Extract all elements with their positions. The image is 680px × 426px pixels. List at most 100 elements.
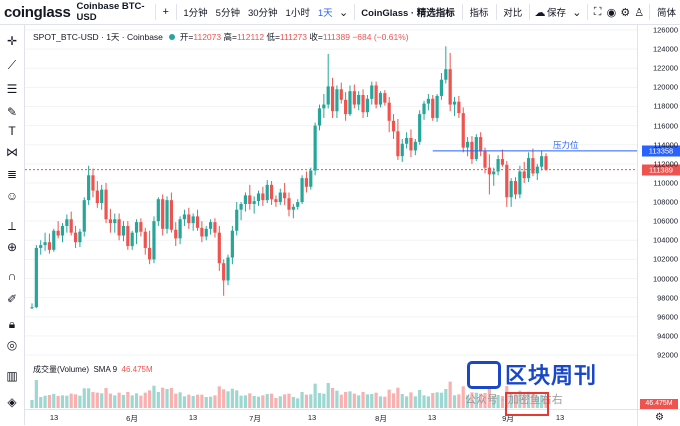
interval-5m[interactable]: 5分钟	[215, 8, 240, 19]
volume-bar	[378, 396, 383, 408]
candle-body	[531, 158, 535, 174]
volume-bar	[47, 395, 52, 408]
candle-body	[335, 89, 339, 112]
volume-bar	[43, 395, 47, 408]
candle-body	[444, 69, 448, 80]
candle-body	[296, 202, 300, 207]
candle-body	[252, 201, 256, 204]
magnet-icon[interactable]: ∩	[7, 269, 17, 283]
candle-body	[134, 222, 139, 233]
crosshair-icon[interactable]: ✛	[6, 34, 18, 48]
eye-icon[interactable]: ◎	[6, 338, 18, 352]
interval-1m[interactable]: 1分钟	[183, 8, 208, 19]
volume-bar	[200, 394, 204, 408]
candle-body	[513, 181, 518, 195]
trend-line-icon[interactable]: ⟋	[7, 58, 17, 72]
cloud-upload-icon[interactable]: ☁	[534, 6, 546, 19]
coinglass-indicators-button[interactable]: CoinGlass · 精选指标	[361, 8, 455, 19]
time-tick: 9月	[502, 414, 514, 423]
candle-body	[34, 247, 38, 308]
price-tick: 104000	[652, 235, 678, 245]
horizontal-lines-icon[interactable]: ☰	[6, 82, 18, 96]
lock-icon[interactable]: 🔒︎	[8, 317, 16, 331]
legend-high: 112112	[236, 32, 265, 42]
pattern-icon[interactable]: ⋈	[6, 145, 18, 159]
settings-corner-icon[interactable]: ⚙	[637, 409, 680, 426]
candle-body	[248, 195, 252, 204]
candle-body	[348, 91, 352, 115]
user-icon[interactable]: ♙	[634, 6, 645, 19]
layers-icon[interactable]: ◈	[7, 395, 17, 409]
candle-body	[261, 193, 265, 201]
volume-bar	[335, 390, 339, 408]
volume-bar	[208, 396, 213, 408]
chevron-down-icon[interactable]: ⌄	[572, 6, 582, 19]
save-button[interactable]: 保存	[546, 8, 566, 19]
volume-bar	[82, 388, 86, 408]
volume-bar	[387, 389, 391, 408]
candle-body	[291, 206, 295, 210]
price-tick: 126000	[652, 25, 678, 35]
chevron-down-icon[interactable]: ⌄	[338, 6, 349, 19]
plus-icon[interactable]: +	[162, 6, 169, 18]
volume-bar	[148, 390, 152, 408]
trash-icon[interactable]: ▥	[6, 369, 18, 383]
watermark-sub: 公众号 · 加密鱼右右	[465, 394, 563, 406]
ruler-icon[interactable]: ⟂	[7, 219, 16, 233]
candle-body	[500, 159, 505, 165]
brush-icon[interactable]: ✎	[6, 105, 18, 119]
divider	[154, 4, 156, 20]
volume-bar	[239, 395, 243, 408]
coinglass-logo[interactable]: coinglass	[4, 3, 71, 21]
legend-change: −684 (−0.61%)	[352, 32, 409, 42]
volume-bar	[287, 393, 291, 408]
candle-body	[479, 137, 483, 152]
volume-legend: 成交量(Volume) SMA 9 46.475M	[33, 364, 153, 375]
compare-button[interactable]: 对比	[503, 8, 523, 19]
time-tick: 13	[555, 413, 565, 422]
interval-30m[interactable]: 30分钟	[247, 8, 278, 19]
candle-body	[413, 141, 417, 151]
volume-bar	[383, 396, 387, 408]
volume-bar	[213, 395, 217, 408]
lock-drawing-icon[interactable]: ✐	[6, 292, 18, 306]
camera-icon[interactable]: ◉	[606, 6, 617, 19]
volume-bar	[470, 392, 474, 408]
candle-body	[526, 158, 531, 179]
candle-body	[300, 178, 304, 203]
resistance-label[interactable]: 压力位	[553, 140, 579, 150]
fullscreen-icon[interactable]: ⛶	[593, 5, 602, 18]
text-icon[interactable]: T	[8, 124, 16, 138]
candle-body	[239, 203, 243, 210]
candle-body	[505, 164, 509, 198]
language-button[interactable]: 简体	[656, 8, 676, 19]
volume-bar	[152, 385, 156, 408]
volume-bar	[326, 383, 330, 408]
price-chart[interactable]	[25, 25, 637, 409]
candle-body	[156, 199, 160, 222]
volume-bar	[413, 396, 417, 408]
zoom-in-icon[interactable]: ⊕	[6, 240, 18, 254]
price-tick: 124000	[652, 44, 678, 54]
time-axis[interactable]: 13 6月 13 7月 13 8月 13 9月 13	[25, 409, 637, 426]
fib-icon[interactable]: ≣	[6, 167, 18, 181]
indicators-button[interactable]: 指标	[469, 8, 489, 19]
emoji-icon[interactable]: ☺	[5, 189, 19, 203]
interval-1h[interactable]: 1小时	[285, 8, 310, 19]
volume-bar	[117, 392, 121, 408]
candle-body	[265, 184, 269, 201]
volume-bar	[365, 394, 370, 408]
watermark-logo-icon	[467, 361, 501, 389]
interval-1d[interactable]: 1天	[317, 8, 333, 19]
volume-bar	[261, 395, 265, 408]
price-tick: 94000	[657, 331, 678, 341]
candle-body	[117, 219, 121, 236]
volume-bar	[230, 388, 234, 408]
gear-icon[interactable]: ⚙	[620, 6, 631, 19]
price-tick: 100000	[652, 274, 678, 284]
chart-area[interactable]: SPOT_BTC-USD · 1天 · Coinbase 开= 112073 高=…	[25, 25, 637, 409]
symbol-selector[interactable]: Coinbase BTC-USD	[76, 1, 145, 23]
legend-close: 111389	[322, 32, 350, 42]
price-axis[interactable]: 113358 111389 126000 124000 122000 120000 11…	[637, 25, 680, 409]
volume-bar	[492, 395, 496, 408]
